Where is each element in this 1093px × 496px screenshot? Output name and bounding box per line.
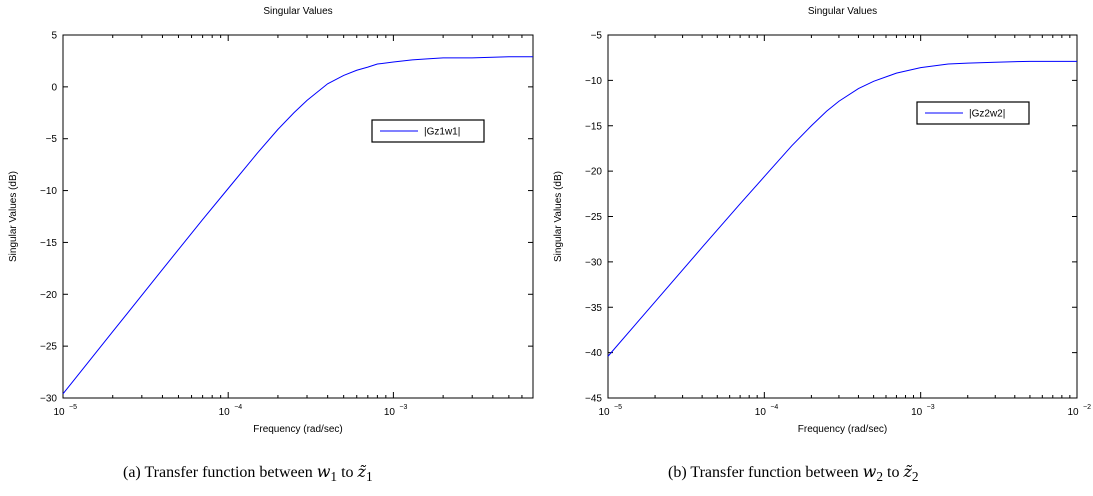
y-tick-label: −25 — [585, 212, 602, 223]
caption-middle: to — [883, 464, 904, 481]
y-tick-label: −20 — [40, 290, 57, 301]
x-tick-exponent: −5 — [614, 404, 622, 411]
y-axis-label: Singular Values (dB) — [8, 171, 19, 262]
caption-to-sub: 1 — [365, 469, 373, 485]
y-tick-label: −10 — [40, 186, 57, 197]
caption-from-symbol: w — [862, 462, 877, 481]
y-tick-label: −30 — [40, 394, 57, 405]
x-tick-exponent: −3 — [399, 404, 407, 411]
caption-to-symbol: z̃ — [357, 462, 366, 481]
y-tick-label: 0 — [51, 82, 57, 93]
legend-label: |Gz1w1| — [424, 127, 460, 138]
series-line — [62, 56, 533, 395]
caption-from-symbol: w — [316, 462, 331, 481]
y-tick-label: −40 — [585, 348, 602, 359]
y-axis-label: Singular Values (dB) — [553, 171, 564, 262]
legend-label: |Gz2w2| — [969, 109, 1005, 120]
chart-title: Singular Values — [808, 6, 877, 17]
y-tick-label: 5 — [51, 31, 57, 42]
y-tick-label: −30 — [585, 257, 602, 268]
x-axis-label: Frequency (rad/sec) — [253, 424, 342, 435]
caption-prefix: (a) Transfer function between — [123, 464, 317, 481]
x-tick-label: 10 — [384, 407, 396, 418]
chart-a: Singular Values −30 −25 −20 −15 −10 −5 0 5 10 −5 10… — [8, 6, 534, 435]
y-tick-label: −25 — [40, 342, 57, 353]
legend-box — [916, 101, 1030, 125]
x-tick-label: 10 — [598, 407, 610, 418]
caption-b: (b) Transfer function between w2 to z̃2 — [668, 462, 919, 485]
caption-to-sub: 2 — [911, 469, 919, 485]
legend-box — [371, 119, 485, 143]
x-tick-label: 10 — [911, 407, 923, 418]
x-tick-label: 10 — [1067, 407, 1079, 418]
axes-box — [62, 34, 534, 399]
x-tick-label: 10 — [219, 407, 231, 418]
y-tick-label: −5 — [46, 134, 58, 145]
y-tick-label: −15 — [40, 238, 57, 249]
y-tick-label: −45 — [585, 394, 602, 405]
y-tick-label: −5 — [591, 31, 603, 42]
y-tick-label: −35 — [585, 303, 602, 314]
caption-from-sub: 2 — [876, 469, 883, 485]
y-tick-label: −15 — [585, 121, 602, 132]
series-line — [607, 60, 1077, 357]
x-tick-exponent: −4 — [770, 404, 778, 411]
caption-a: (a) Transfer function between w1 to z̃1 — [123, 462, 373, 485]
caption-middle: to — [337, 464, 358, 481]
y-tick-label: −10 — [585, 76, 602, 87]
x-tick-exponent: −3 — [927, 404, 935, 411]
chart-title: Singular Values — [263, 6, 332, 17]
caption-prefix: (b) Transfer function between — [668, 464, 863, 481]
y-tick-label: −20 — [585, 167, 602, 178]
caption-to-symbol: z̃ — [903, 462, 912, 481]
x-tick-label: 10 — [755, 407, 767, 418]
axes-box — [607, 34, 1078, 399]
x-tick-exponent: −5 — [69, 404, 77, 411]
chart-b: Singular Values −45 −40 −35 −30 −25 −20 −15 −10 −… — [553, 6, 1091, 435]
x-axis-label: Frequency (rad/sec) — [798, 424, 887, 435]
caption-from-sub: 1 — [330, 469, 338, 485]
x-tick-exponent: −4 — [234, 404, 242, 411]
x-tick-label: 10 — [53, 407, 65, 418]
x-tick-exponent: −2 — [1083, 404, 1091, 411]
